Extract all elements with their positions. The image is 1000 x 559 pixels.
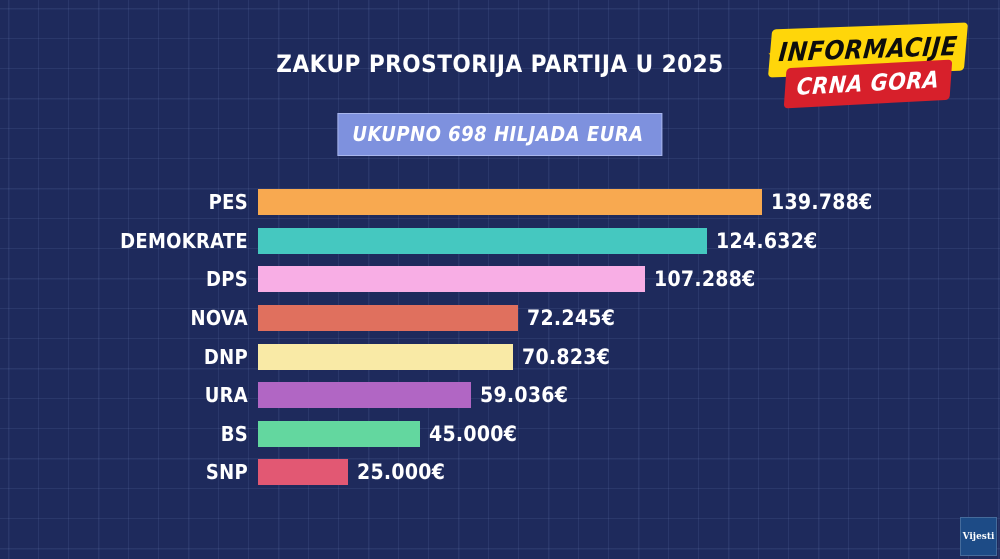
chart-row: SNP 25.000€ xyxy=(0,453,1000,492)
chart-row: DEMOKRATE 124.632€ xyxy=(0,222,1000,261)
bar xyxy=(258,305,518,332)
bar-value-label: 72.245€ xyxy=(527,306,616,331)
bar-value-label: 25.000€ xyxy=(357,460,446,485)
bar-category-label: DEMOKRATE xyxy=(120,228,248,253)
total-badge: UKUPNO 698 HILJADA EURA xyxy=(337,113,663,156)
chart-row: PES 139.788€ xyxy=(0,183,1000,222)
bar-value-label: 107.288€ xyxy=(654,267,756,292)
crna-gora-label: CRNA GORA xyxy=(795,67,941,101)
bar-value-label: 70.823€ xyxy=(522,344,611,369)
bar-value-label: 45.000€ xyxy=(429,421,518,446)
bar-category-label: SNP xyxy=(205,460,248,485)
chart-row: NOVA 72.245€ xyxy=(0,299,1000,338)
bar-value-label: 139.788€ xyxy=(771,190,873,215)
bar xyxy=(258,382,471,409)
chart-row: DNP 70.823€ xyxy=(0,337,1000,376)
chart-row: URA 59.036€ xyxy=(0,376,1000,415)
vijesti-logo-text: Vijesti xyxy=(962,531,995,542)
bar xyxy=(258,227,707,254)
bar-category-label: DNP xyxy=(203,344,248,369)
bar-chart: PES 139.788€ DEMOKRATE 124.632€ DPS 107.288€ N… xyxy=(0,183,1000,492)
bar xyxy=(258,420,420,447)
crna-gora-ribbon: CRNA GORA xyxy=(783,59,953,109)
informacije-crna-gora-badge: INFORMACIJE CRNA GORA xyxy=(755,0,1000,120)
bar-category-label: PES xyxy=(208,190,248,215)
bar xyxy=(258,266,645,293)
bar xyxy=(258,189,762,216)
vijesti-logo: Vijesti xyxy=(960,517,997,556)
chart-title: ZAKUP PROSTORIJA PARTIJA U 2025 xyxy=(276,50,724,78)
bar-value-label: 59.036€ xyxy=(480,383,569,408)
chart-row: BS 45.000€ xyxy=(0,415,1000,454)
bar-category-label: URA xyxy=(204,383,248,408)
bar-category-label: BS xyxy=(220,421,248,446)
bar xyxy=(258,343,513,370)
bar-category-label: DPS xyxy=(206,267,248,292)
bar-value-label: 124.632€ xyxy=(716,228,818,253)
chart-row: DPS 107.288€ xyxy=(0,260,1000,299)
bar xyxy=(258,459,348,486)
bar-category-label: NOVA xyxy=(190,306,248,331)
